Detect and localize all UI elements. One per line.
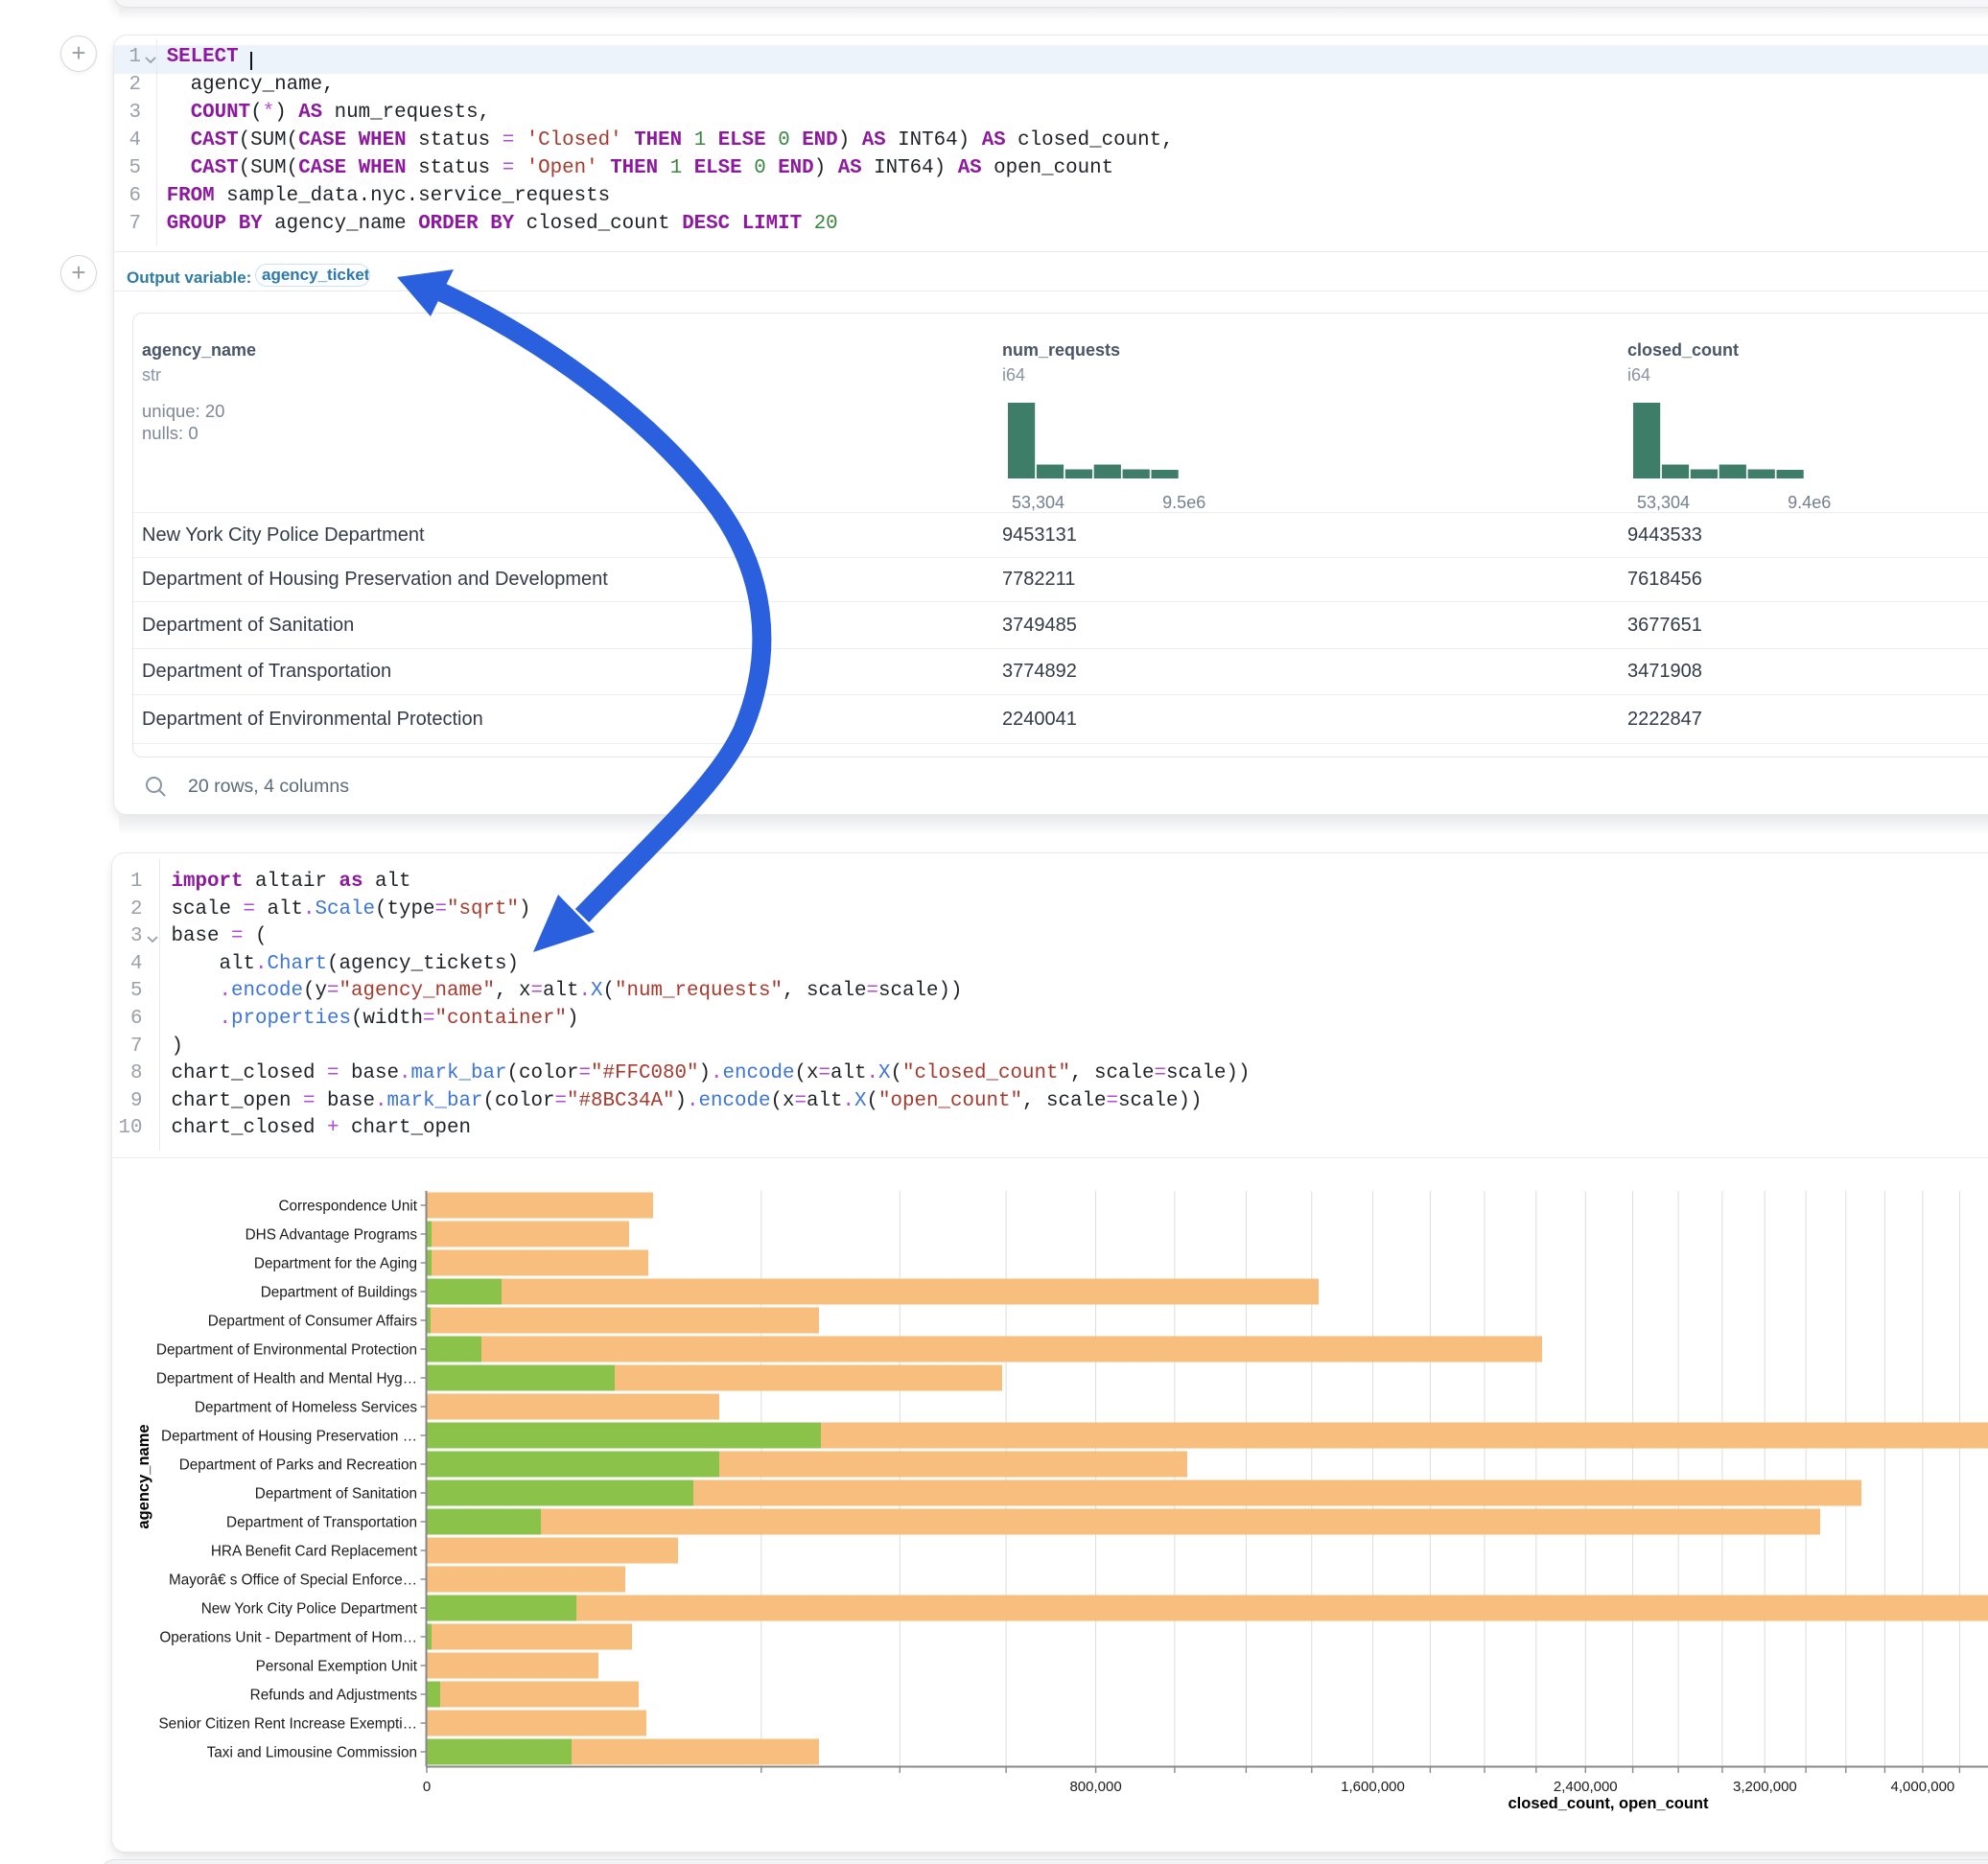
svg-text:Department of Transportation: Department of Transportation: [226, 1515, 417, 1531]
svg-text:Refunds and Adjustments: Refunds and Adjustments: [250, 1688, 418, 1704]
svg-text:Department of Parks and Recrea: Department of Parks and Recreation: [179, 1457, 417, 1474]
svg-text:Operations Unit - Department o: Operations Unit - Department of Hom…: [159, 1630, 417, 1646]
svg-text:53,304: 53,304: [1012, 493, 1064, 512]
svg-text:Department of Housing Preserva: Department of Housing Preservation …: [161, 1429, 417, 1445]
svg-text:800,000: 800,000: [1069, 1779, 1121, 1795]
svg-text:Mayorâ€ s Office of Special En: Mayorâ€ s Office of Special Enforce…: [169, 1573, 417, 1589]
svg-text:agency_name: agency_name: [135, 1424, 152, 1528]
svg-text:DHS Advantage Programs: DHS Advantage Programs: [246, 1227, 418, 1244]
svg-text:Personal Exemption Unit: Personal Exemption Unit: [256, 1659, 418, 1675]
svg-text:3,200,000: 3,200,000: [1733, 1779, 1797, 1795]
svg-text:0: 0: [423, 1779, 431, 1795]
svg-text:1,600,000: 1,600,000: [1341, 1779, 1405, 1795]
svg-text:closed_count, open_count: closed_count, open_count: [1508, 1795, 1709, 1812]
svg-text:4,000,000: 4,000,000: [1891, 1779, 1955, 1795]
svg-text:Department of Health and Menta: Department of Health and Mental Hyg…: [156, 1371, 417, 1387]
svg-text:9.4e6: 9.4e6: [1788, 493, 1831, 512]
svg-text:Senior Citizen Rent Increase E: Senior Citizen Rent Increase Exempti…: [158, 1716, 417, 1733]
svg-text:Department for the Aging: Department for the Aging: [254, 1256, 417, 1272]
svg-text:Department of Environmental Pr: Department of Environmental Protection: [156, 1342, 417, 1359]
svg-text:2,400,000: 2,400,000: [1554, 1779, 1618, 1795]
svg-text:New York City Police Departmen: New York City Police Department: [201, 1601, 418, 1618]
svg-text:53,304: 53,304: [1637, 493, 1690, 512]
svg-text:Department of Consumer Affairs: Department of Consumer Affairs: [208, 1314, 418, 1330]
svg-text:Department of Buildings: Department of Buildings: [261, 1285, 418, 1301]
svg-text:Correspondence Unit: Correspondence Unit: [278, 1199, 417, 1215]
svg-text:Department of Sanitation: Department of Sanitation: [255, 1486, 417, 1503]
svg-text:Taxi and Limousine Commission: Taxi and Limousine Commission: [207, 1745, 417, 1761]
svg-text:9.5e6: 9.5e6: [1162, 493, 1205, 512]
svg-text:Department of Homeless Service: Department of Homeless Services: [195, 1400, 417, 1416]
svg-text:HRA Benefit Card Replacement: HRA Benefit Card Replacement: [211, 1544, 418, 1560]
